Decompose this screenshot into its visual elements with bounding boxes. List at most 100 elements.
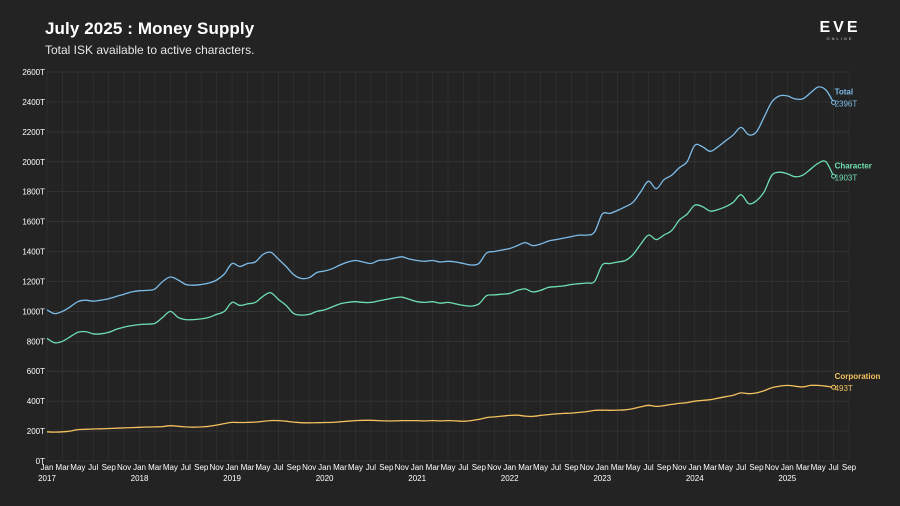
x-tick-label: Mar (796, 463, 810, 472)
x-year-label: 2019 (223, 474, 241, 483)
x-tick-label: May (163, 463, 178, 472)
x-year-label: 2025 (778, 474, 796, 483)
x-tick-label: Mar (56, 463, 70, 472)
x-tick-label: Nov (210, 463, 224, 472)
x-tick-label: Mar (241, 463, 255, 472)
x-tick-label: May (811, 463, 826, 472)
x-year-label: 2018 (131, 474, 149, 483)
series-value-label-character: 1903T (835, 173, 858, 182)
x-year-label: 2024 (686, 474, 704, 483)
y-tick-label: 0T (36, 457, 45, 466)
x-tick-label: Sep (472, 463, 487, 472)
x-tick-label: Nov (302, 463, 316, 472)
x-year-label: 2020 (316, 474, 334, 483)
x-tick-label: Jul (181, 463, 191, 472)
x-tick-label: May (718, 463, 733, 472)
logo-wordmark: EVE (819, 19, 861, 36)
series-end-labels: Total 2396T Character 1903T Corporation 493T (831, 88, 881, 393)
y-tick-label: 200T (27, 427, 45, 436)
x-tick-label: Sep (194, 463, 209, 472)
x-tick-label: Nov (487, 463, 501, 472)
y-tick-label: 1400T (22, 248, 45, 257)
x-tick-label: Jan (596, 463, 609, 472)
chart-subtitle: Total ISK available to active characters… (45, 43, 255, 57)
series-end-marker-corporation (831, 384, 837, 390)
series-name-label-total: Total (835, 88, 854, 97)
series-lines (46, 86, 835, 433)
y-tick-label: 1600T (22, 218, 45, 227)
x-tick-label: May (255, 463, 270, 472)
series-line-total (46, 86, 835, 315)
series-name-label-character: Character (835, 161, 872, 170)
x-tick-label: Jan (133, 463, 146, 472)
x-tick-label: Jan (411, 463, 424, 472)
x-tick-label: Jan (688, 463, 701, 472)
eve-online-logo: EVE ONLINE (814, 20, 866, 42)
x-tick-label: Sep (287, 463, 302, 472)
x-tick-label: Nov (117, 463, 131, 472)
series-line-character (46, 160, 835, 344)
x-tick-label: Mar (518, 463, 532, 472)
x-tick-label: Jul (736, 463, 746, 472)
y-tick-label: 1200T (22, 277, 45, 286)
x-tick-label: Sep (102, 463, 117, 472)
x-year-label: 2017 (38, 474, 56, 483)
series-name-label-corporation: Corporation (835, 372, 881, 381)
x-tick-label: Jan (318, 463, 331, 472)
x-tick-label: Jul (828, 463, 838, 472)
series-end-marker-character (831, 173, 837, 179)
y-tick-label: 2600T (22, 68, 45, 77)
x-tick-label: Jul (273, 463, 283, 472)
x-tick-label: Sep (842, 463, 857, 472)
x-tick-label: May (440, 463, 455, 472)
x-tick-label: Mar (611, 463, 625, 472)
x-tick-label: May (348, 463, 363, 472)
x-year-label: 2022 (501, 474, 519, 483)
x-tick-label: Nov (672, 463, 686, 472)
y-tick-label: 800T (27, 337, 45, 346)
chart-title: July 2025 : Money Supply (45, 19, 255, 38)
x-year-label: 2023 (593, 474, 611, 483)
x-tick-label: Jan (41, 463, 54, 472)
x-tick-label: Jan (226, 463, 239, 472)
series-line-corporation (46, 384, 834, 433)
x-tick-label: Jul (551, 463, 561, 472)
x-tick-label: Sep (749, 463, 764, 472)
x-tick-label: Jul (366, 463, 376, 472)
y-tick-label: 2200T (22, 128, 45, 137)
x-tick-label: May (533, 463, 548, 472)
x-tick-label: Nov (580, 463, 594, 472)
x-tick-label: Nov (765, 463, 779, 472)
x-tick-label: Jul (643, 463, 653, 472)
x-tick-label: Mar (333, 463, 347, 472)
x-tick-label: Jul (88, 463, 98, 472)
y-tick-label: 600T (27, 367, 45, 376)
y-tick-label: 2000T (22, 158, 45, 167)
x-tick-label: Jan (503, 463, 516, 472)
x-year-label: 2021 (408, 474, 426, 483)
logo-subtext: ONLINE (826, 36, 854, 41)
y-tick-label: 2400T (22, 98, 45, 107)
series-value-label-corporation: 493T (835, 384, 853, 393)
series-value-label-total: 2396T (835, 100, 858, 109)
x-tick-label: Mar (148, 463, 162, 472)
x-tick-label: Jul (458, 463, 468, 472)
grid-lines (46, 71, 850, 462)
x-tick-label: Mar (703, 463, 717, 472)
y-tick-label: 400T (27, 397, 45, 406)
x-tick-label: Sep (564, 463, 579, 472)
series-end-marker-total (831, 100, 837, 106)
y-axis-ticks: 0T 200T 400T 600T 800T 1000T 1200T 1400T 1600T 18… (22, 68, 45, 466)
x-tick-label: May (70, 463, 85, 472)
x-tick-label: Mar (426, 463, 440, 472)
x-tick-label: Sep (657, 463, 672, 472)
x-tick-label: Nov (395, 463, 409, 472)
x-tick-label: Jan (781, 463, 794, 472)
y-tick-label: 1800T (22, 188, 45, 197)
x-tick-label: Sep (379, 463, 394, 472)
x-tick-label: May (626, 463, 641, 472)
y-tick-label: 1000T (22, 307, 45, 316)
